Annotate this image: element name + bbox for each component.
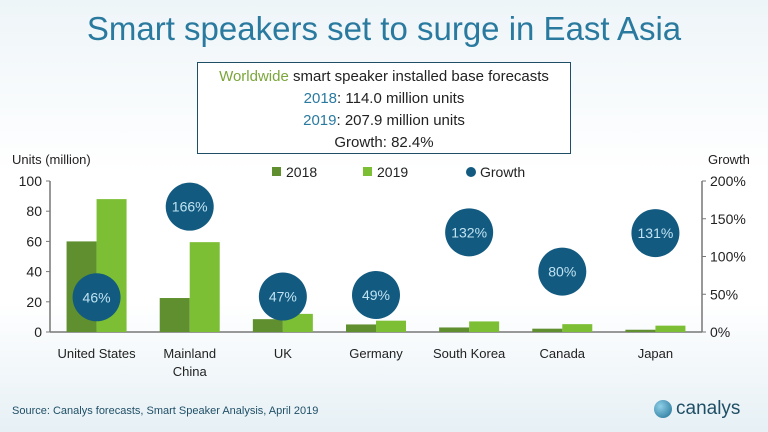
x-tick-label: China — [173, 364, 208, 379]
bar-2019 — [562, 324, 593, 332]
info-2018-value: : 114.0 million units — [337, 90, 465, 107]
info-2019-value: : 207.9 million units — [336, 112, 465, 129]
growth-bubble — [538, 247, 587, 296]
info-worldwide: Worldwide — [219, 68, 289, 85]
y-tick-label: 40 — [26, 264, 42, 280]
growth-bubble — [352, 271, 400, 320]
legend-label: 2019 — [377, 164, 408, 180]
growth-bubble — [445, 208, 494, 257]
x-tick-label: Germany — [349, 346, 403, 361]
y2-tick-label: 150% — [710, 211, 746, 227]
growth-label: 80% — [548, 264, 576, 280]
logo-text: canalys — [676, 398, 741, 419]
bar-2019 — [189, 242, 220, 332]
legend-label: 2018 — [286, 164, 317, 180]
growth-label: 132% — [451, 224, 487, 240]
bar-2018 — [346, 324, 376, 332]
y2-tick-label: 50% — [710, 286, 738, 302]
y-tick-label: 60 — [26, 233, 42, 249]
growth-bubble — [258, 272, 307, 321]
y-tick-label: 20 — [26, 294, 42, 310]
legend-swatch-2018 — [272, 167, 281, 176]
bar-2019 — [469, 321, 500, 332]
bar-2019 — [376, 320, 406, 332]
x-tick-label: Canada — [540, 346, 586, 361]
info-2018-year: 2018 — [303, 90, 338, 107]
info-2019-year: 2019 — [303, 112, 337, 129]
x-tick-label: South Korea — [433, 346, 506, 361]
y-tick-label: 0 — [34, 324, 42, 340]
growth-bubble — [72, 273, 121, 322]
growth-label: 131% — [638, 225, 674, 241]
y-tick-label: 100 — [19, 173, 43, 189]
y-tick-label: 80 — [26, 203, 42, 219]
chart-title: Smart speakers set to surge in East Asia — [86, 10, 682, 47]
bar-2018 — [625, 329, 656, 332]
forecast-info-box: Worldwide smart speaker installed base f… — [197, 62, 571, 154]
growth-label: 46% — [83, 289, 111, 305]
y2-tick-label: 200% — [710, 173, 746, 189]
legend-label: Growth — [480, 164, 525, 180]
y2-axis-label: Growth — [708, 152, 750, 167]
y2-tick-label: 0% — [710, 324, 730, 340]
x-tick-label: Japan — [638, 346, 673, 361]
legend-swatch-2019 — [363, 167, 372, 176]
bar-2018 — [252, 319, 283, 332]
x-tick-label: UK — [274, 346, 292, 361]
logo-icon — [654, 400, 672, 418]
info-growth: Growth: 82.4% — [334, 134, 434, 151]
source-note: Source: Canalys forecasts, Smart Speaker… — [12, 405, 319, 417]
y2-tick-label: 100% — [710, 249, 746, 265]
info-line1: smart speaker installed base forecasts — [288, 68, 549, 85]
growth-label: 166% — [172, 199, 208, 215]
growth-bubble — [631, 209, 680, 258]
canalys-logo: canalys — [654, 398, 740, 420]
bar-2018 — [532, 328, 563, 332]
x-tick-label: United States — [58, 346, 137, 361]
x-tick-label: Mainland — [163, 346, 216, 361]
growth-label: 47% — [269, 289, 297, 305]
bar-2018 — [159, 298, 190, 332]
bar-2018 — [439, 327, 470, 332]
y-axis-label: Units (million) — [12, 152, 91, 167]
growth-label: 49% — [362, 287, 390, 303]
legend-marker-growth — [466, 167, 476, 177]
bar-2019 — [655, 325, 686, 332]
growth-bubble — [165, 182, 214, 231]
